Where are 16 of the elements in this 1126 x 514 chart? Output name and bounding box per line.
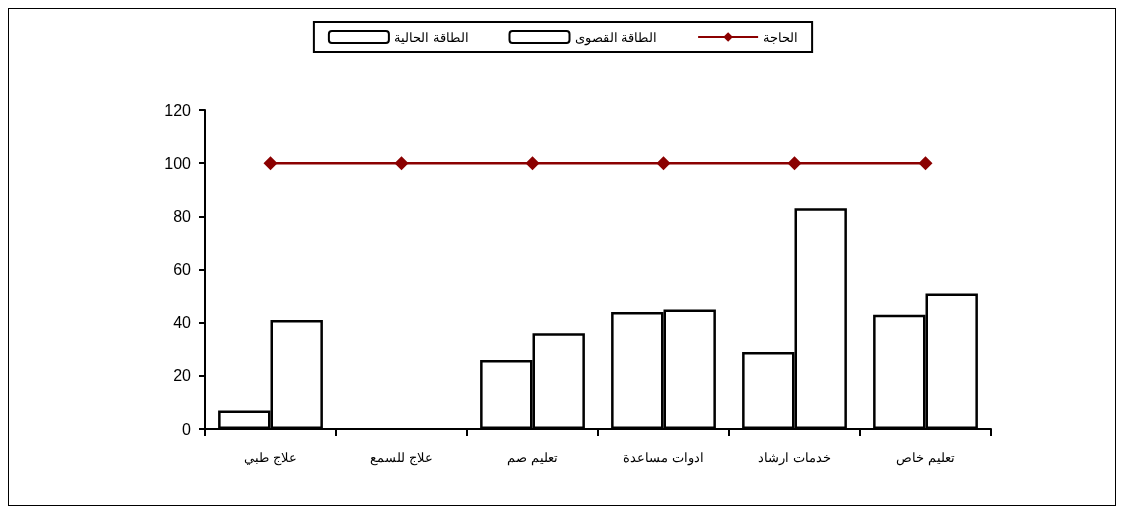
y-tick-label: 100	[164, 154, 192, 172]
x-tick-label: علاج للسمع	[370, 450, 433, 466]
legend-label: الحاجة	[763, 29, 799, 45]
x-tick-label: تعليم صم	[507, 450, 558, 466]
y-tick-label: 60	[173, 261, 192, 278]
y-tick-label: 20	[173, 367, 192, 385]
x-tick-label: ادوات مساعدة	[623, 450, 704, 466]
y-tick-label: 120	[164, 101, 192, 119]
y-tick-label: 80	[173, 207, 192, 225]
legend-label: الطاقة الحالية	[393, 29, 469, 45]
y-tick-label: 0	[182, 420, 192, 438]
x-tick-label: خدمات ارشاد	[758, 450, 831, 466]
x-tick-label: تعليم خاص	[896, 450, 955, 466]
y-tick-label: 40	[173, 314, 192, 332]
x-tick-label: علاج طبي	[244, 450, 297, 466]
legend-label: الطاقة القصوى	[574, 29, 658, 46]
